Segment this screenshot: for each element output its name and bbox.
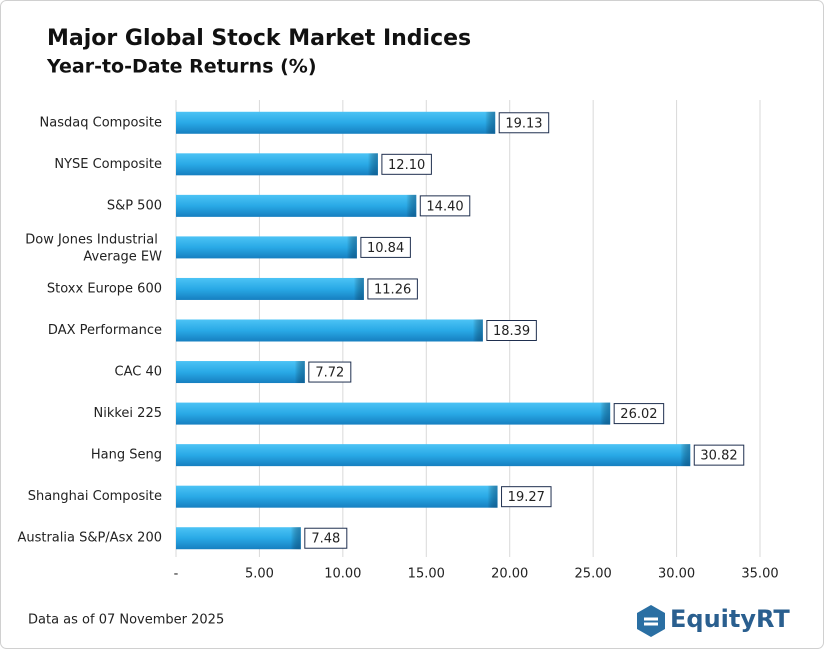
bar-shade [485,111,496,134]
x-tick-label: 10.00 [324,567,361,582]
value-label: 18.39 [493,324,530,339]
y-tick-label: DAX Performance [48,323,162,338]
bar-group: 26.02 [176,402,665,425]
x-tick-label: 20.00 [491,567,528,582]
bar [176,236,357,259]
value-label-box [498,112,550,134]
y-tick-label: Shanghai Composite [28,489,162,504]
y-tick-label-line: Average EW [83,249,162,264]
value-label: 26.02 [620,407,657,422]
bar-shade [367,153,378,176]
bar [176,194,417,217]
bar [176,319,483,342]
logo-icon-lines [644,617,658,626]
bar-shade [472,319,483,342]
logo-icon [637,605,665,637]
bar-shade [487,485,498,508]
bar-shade [294,361,305,384]
x-tick-label: 25.00 [575,567,612,582]
x-tick-label: - [174,567,179,582]
value-label-box [693,444,745,466]
value-label: 19.27 [508,490,545,505]
value-label-box [419,195,471,217]
value-label: 11.26 [374,282,411,297]
x-tick-label: 15.00 [408,567,445,582]
bar [176,485,498,508]
bar-shade [600,402,611,425]
y-tick-label-line: Dow Jones Industrial [25,232,162,247]
value-label: 12.10 [388,158,425,173]
value-label: 30.82 [700,449,737,464]
value-label-box [381,153,432,175]
y-tick-label: S&P 500 [107,198,162,213]
footnote: Data as of 07 November 2025 [28,613,224,628]
bar [176,111,496,134]
bar [176,444,691,467]
chart-subtitle: Year-to-Date Returns (%) [46,56,317,78]
bar-group: 11.26 [176,277,418,300]
y-tick-label: NYSE Composite [54,157,162,172]
bar-group: 14.40 [176,194,471,217]
value-label-box [613,403,665,425]
y-tick-label: Dow Jones Industrial Average EW [25,232,162,264]
value-label-box [486,320,537,341]
bar-group: 7.48 [176,527,348,550]
value-label-box [304,527,348,549]
value-label: 10.84 [367,241,404,256]
value-label-box [367,278,418,300]
bar-shade [346,236,357,259]
bar-group: 30.82 [176,444,745,467]
y-tick-label: Stoxx Europe 600 [47,281,162,296]
bar-shade [353,277,364,300]
value-label: 7.72 [315,366,344,381]
y-tick-label: Nikkei 225 [94,406,163,421]
y-tick-label: Nasdaq Composite [40,115,162,130]
value-label: 19.13 [505,116,542,131]
value-label-box [360,236,411,258]
y-tick-label: Australia S&P/Asx 200 [17,531,162,546]
value-label-box [501,486,552,508]
bar-group: 19.13 [176,111,550,134]
value-label-box [308,361,352,383]
bar-shade [680,444,691,467]
bar-group: 19.27 [176,485,552,508]
x-tick-label: 5.00 [245,567,274,582]
logo-text: EquityRT [670,605,790,633]
bar [176,361,305,384]
bar-shade [406,194,417,217]
x-tick-label: 30.00 [658,567,695,582]
bar-group: 7.72 [176,361,352,384]
chart-title: Major Global Stock Market Indices [47,26,471,51]
logo: EquityRT [637,605,790,637]
bar-group: 10.84 [176,236,411,259]
value-label: 7.48 [311,532,340,547]
bar [176,527,301,550]
y-tick-label: CAC 40 [115,365,163,380]
x-tick-label: 35.00 [741,567,778,582]
bar [176,402,611,425]
bar-shade [290,527,301,550]
value-label: 14.40 [426,199,463,214]
bar [176,153,378,176]
bar-group: 18.39 [176,319,537,342]
bar-group: 12.10 [176,153,432,176]
y-tick-label: Hang Seng [91,448,162,463]
bar [176,277,364,300]
